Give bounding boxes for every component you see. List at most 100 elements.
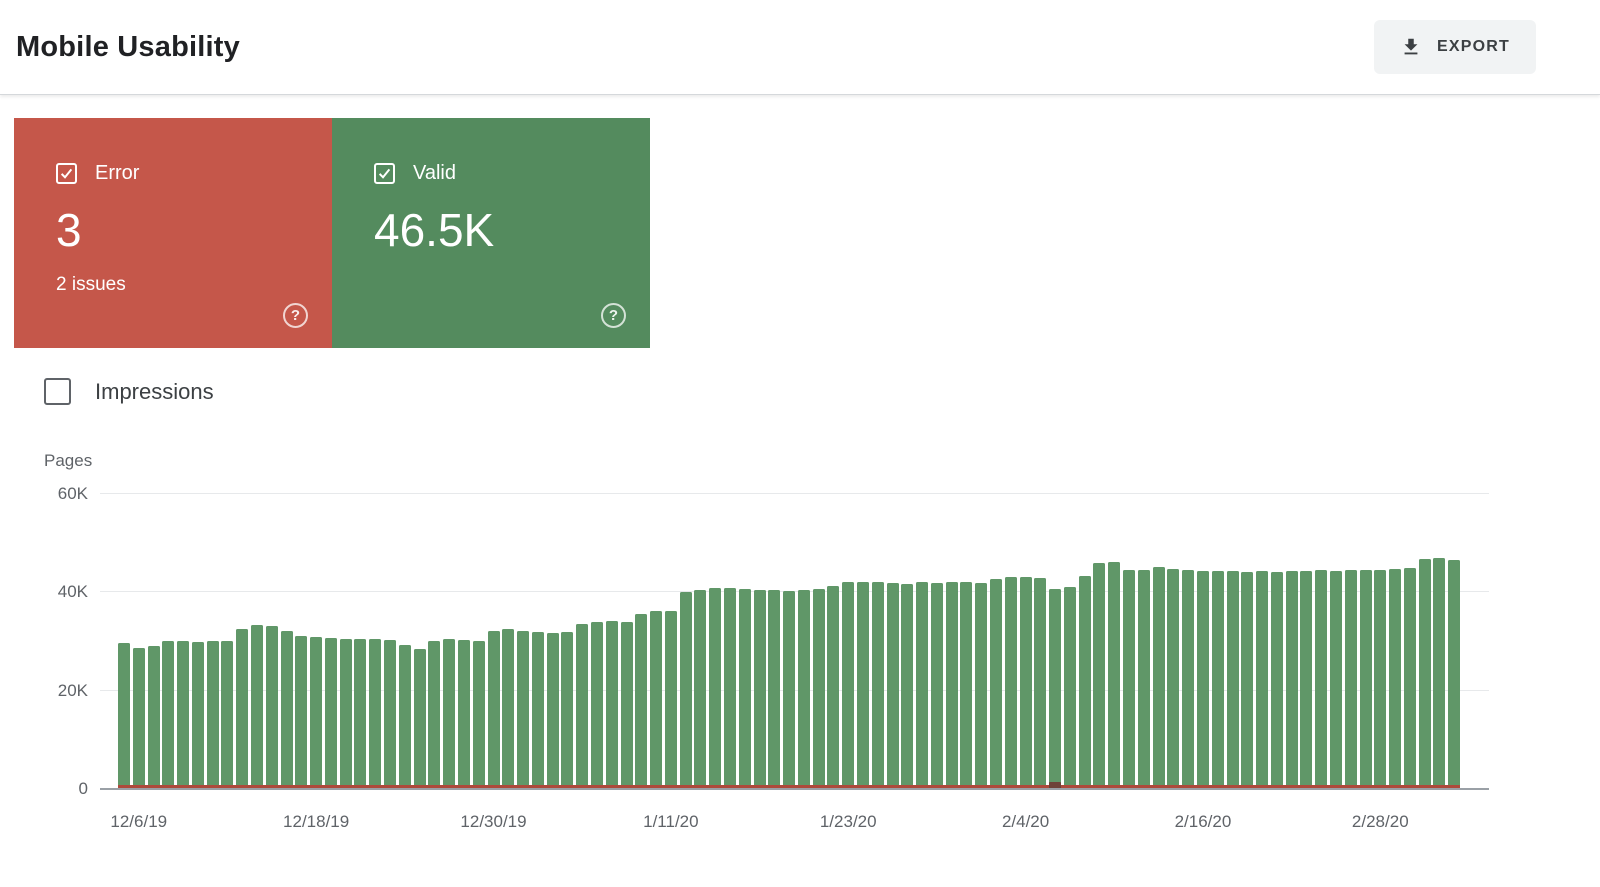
valid-bar[interactable] <box>960 582 973 788</box>
valid-bar[interactable] <box>1093 562 1106 788</box>
valid-bar[interactable] <box>531 631 544 788</box>
valid-bar[interactable] <box>753 590 766 788</box>
valid-bar[interactable] <box>398 645 411 788</box>
valid-bar[interactable] <box>635 613 648 788</box>
valid-bar[interactable] <box>236 628 249 788</box>
valid-bar[interactable] <box>679 592 692 788</box>
valid-bar[interactable] <box>1137 570 1150 788</box>
valid-bar[interactable] <box>1418 558 1431 788</box>
valid-card[interactable]: Valid 46.5K <box>332 118 650 348</box>
valid-bar[interactable] <box>118 643 130 788</box>
valid-bar[interactable] <box>1374 569 1387 788</box>
checked-checkbox-icon[interactable] <box>56 163 77 184</box>
valid-bar[interactable] <box>1241 571 1254 788</box>
valid-bar[interactable] <box>221 640 234 788</box>
valid-bar[interactable] <box>132 648 145 788</box>
valid-bar[interactable] <box>295 635 308 788</box>
valid-bar[interactable] <box>1448 559 1461 788</box>
valid-bar[interactable] <box>265 625 278 788</box>
valid-bar[interactable] <box>694 589 707 788</box>
valid-bar[interactable] <box>561 631 574 788</box>
valid-bar[interactable] <box>871 582 884 788</box>
help-circle-icon[interactable] <box>283 303 308 328</box>
valid-bar[interactable] <box>339 638 352 788</box>
valid-bar[interactable] <box>1152 567 1165 788</box>
valid-bar[interactable] <box>280 631 293 788</box>
valid-bar[interactable] <box>709 587 722 788</box>
valid-bar[interactable] <box>620 621 633 788</box>
valid-bar[interactable] <box>1315 570 1328 788</box>
valid-bar[interactable] <box>1226 570 1239 788</box>
valid-bar[interactable] <box>827 586 840 788</box>
valid-bar[interactable] <box>1167 568 1180 788</box>
checked-checkbox-icon[interactable] <box>374 163 395 184</box>
impressions-toggle[interactable]: Impressions <box>44 378 214 405</box>
valid-bar[interactable] <box>443 638 456 788</box>
valid-bar[interactable] <box>1403 567 1416 788</box>
valid-bar[interactable] <box>147 646 160 788</box>
valid-bar[interactable] <box>1211 571 1224 788</box>
valid-bar[interactable] <box>738 589 751 788</box>
valid-bar[interactable] <box>1182 569 1195 788</box>
valid-bar[interactable] <box>354 639 367 788</box>
valid-bar[interactable] <box>1344 569 1357 788</box>
valid-bar[interactable] <box>590 622 603 788</box>
error-spike-bar[interactable] <box>1049 782 1062 788</box>
valid-bar[interactable] <box>1049 588 1062 788</box>
valid-bar[interactable] <box>251 625 264 788</box>
valid-bar[interactable] <box>487 631 500 788</box>
valid-bar[interactable] <box>502 629 515 788</box>
valid-bar[interactable] <box>768 589 781 788</box>
valid-bar[interactable] <box>723 588 736 788</box>
valid-bar[interactable] <box>886 582 899 788</box>
valid-bar[interactable] <box>930 582 943 788</box>
valid-bar[interactable] <box>1078 575 1091 788</box>
valid-bar[interactable] <box>916 582 929 788</box>
valid-bar[interactable] <box>369 638 382 788</box>
valid-bar[interactable] <box>1329 570 1342 788</box>
valid-bar[interactable] <box>191 641 204 788</box>
valid-bar[interactable] <box>1123 569 1136 788</box>
export-button[interactable]: EXPORT <box>1374 20 1536 74</box>
valid-bar[interactable] <box>857 581 869 788</box>
valid-bar[interactable] <box>324 638 337 788</box>
valid-bar[interactable] <box>546 632 559 788</box>
valid-bar[interactable] <box>177 641 190 788</box>
valid-bar[interactable] <box>413 649 426 788</box>
valid-bar[interactable] <box>517 630 530 788</box>
valid-bar[interactable] <box>472 640 485 788</box>
valid-bar[interactable] <box>975 583 988 788</box>
valid-bar[interactable] <box>162 640 175 788</box>
valid-bar[interactable] <box>1270 571 1283 788</box>
valid-bar[interactable] <box>1359 570 1372 788</box>
valid-bar[interactable] <box>1019 577 1032 788</box>
valid-bar[interactable] <box>1108 561 1121 788</box>
help-circle-icon[interactable] <box>601 303 626 328</box>
valid-bar[interactable] <box>812 589 825 788</box>
valid-bar[interactable] <box>1063 586 1076 788</box>
valid-bar[interactable] <box>990 578 1003 788</box>
valid-bar[interactable] <box>1389 568 1402 788</box>
valid-bar[interactable] <box>1196 570 1209 788</box>
valid-bar[interactable] <box>664 611 677 788</box>
valid-bar[interactable] <box>1285 570 1298 788</box>
valid-bar[interactable] <box>428 640 441 788</box>
unchecked-checkbox-icon[interactable] <box>44 378 71 405</box>
valid-bar[interactable] <box>206 640 219 788</box>
valid-bar[interactable] <box>901 583 914 788</box>
valid-bar[interactable] <box>1256 571 1269 788</box>
valid-bar[interactable] <box>650 611 663 788</box>
valid-bar[interactable] <box>797 589 810 788</box>
valid-bar[interactable] <box>842 582 855 788</box>
valid-bar[interactable] <box>605 620 618 788</box>
valid-bar[interactable] <box>945 581 958 788</box>
valid-bar[interactable] <box>310 637 323 788</box>
valid-bar[interactable] <box>457 639 470 788</box>
valid-bar[interactable] <box>783 590 796 788</box>
valid-bar[interactable] <box>1004 576 1017 788</box>
valid-bar[interactable] <box>1300 571 1313 788</box>
valid-bar[interactable] <box>1034 578 1047 788</box>
valid-bar[interactable] <box>1433 558 1446 788</box>
valid-bar[interactable] <box>384 639 397 788</box>
error-card[interactable]: Error 3 2 issues <box>14 118 332 348</box>
